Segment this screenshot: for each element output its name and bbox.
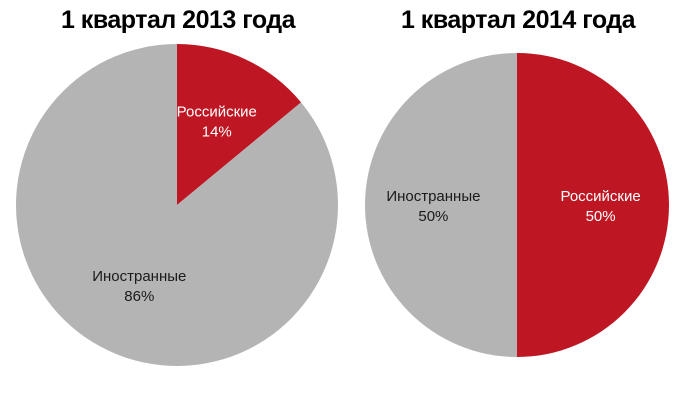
pie-2013-slice-label-foreign: Иностранные — [92, 268, 186, 285]
chart-title-2014: 1 квартал 2014 года — [400, 6, 636, 34]
pie-2014-slice-label-russian: Российские — [560, 188, 640, 205]
pie-2013-slice-value-russian: 14% — [202, 124, 232, 141]
pie-2013-slice-label-russian: Российские — [177, 104, 257, 121]
chart-title-2013: 1 квартал 2013 года — [60, 6, 296, 34]
pie-2014-slice-value-foreign: 50% — [418, 208, 448, 225]
pie-2013-slice-russian — [177, 44, 302, 205]
pie-2013-slice-foreign — [16, 44, 338, 366]
pie-2014-slice-value-russian: 50% — [586, 208, 616, 225]
pie-2014-slice-foreign — [365, 53, 517, 357]
pie-2014-slice-label-foreign: Иностранные — [386, 188, 480, 205]
pie-2014-slice-russian — [517, 53, 669, 357]
pie-2013-slice-value-foreign: 86% — [124, 288, 154, 305]
